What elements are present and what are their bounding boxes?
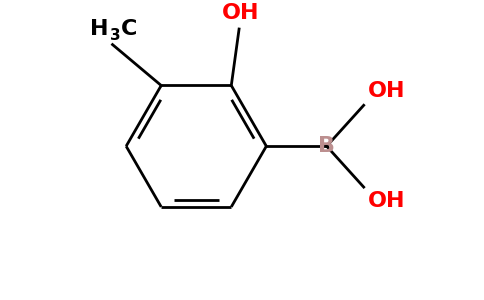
- Text: C: C: [121, 19, 137, 39]
- Text: B: B: [318, 136, 335, 156]
- Text: OH: OH: [367, 81, 405, 101]
- Text: OH: OH: [367, 191, 405, 211]
- Text: 3: 3: [109, 28, 120, 43]
- Text: H: H: [90, 19, 108, 39]
- Text: OH: OH: [222, 3, 260, 23]
